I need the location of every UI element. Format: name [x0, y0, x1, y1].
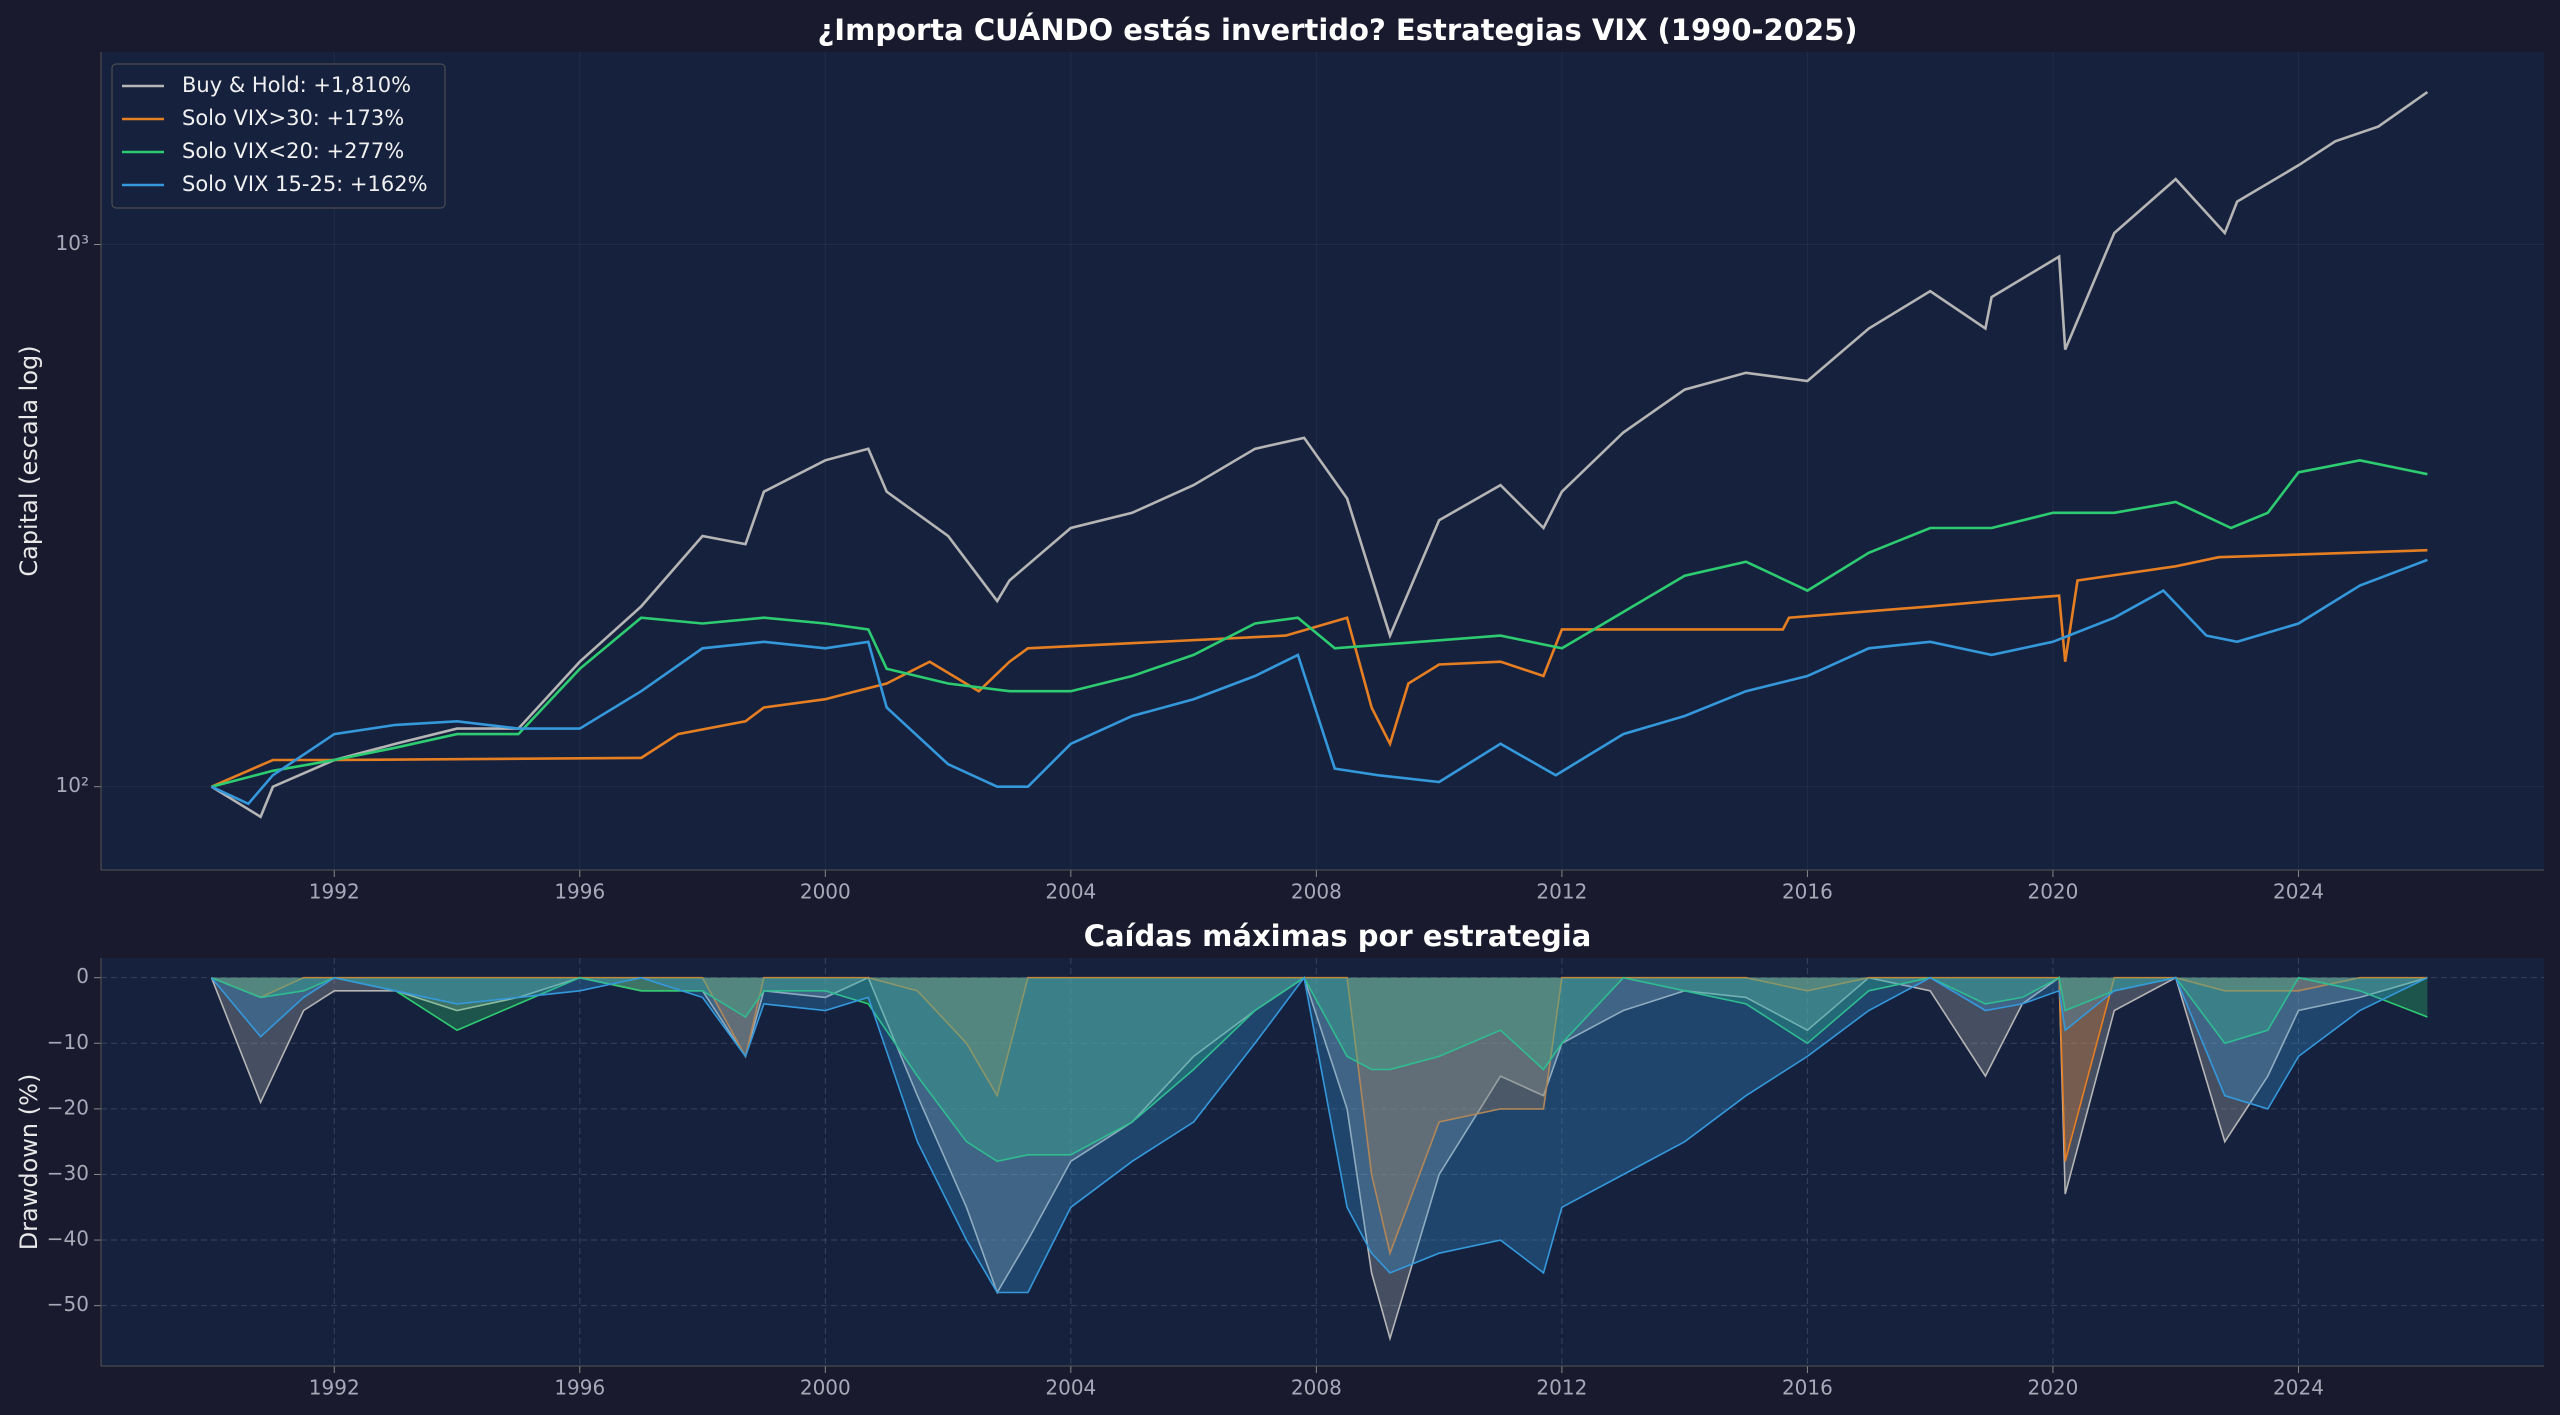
y-tick-label: −10 [47, 1030, 89, 1054]
plot-background [101, 52, 2544, 870]
drawdown-area [211, 977, 2428, 1293]
x-tick-label: 2016 [1782, 1376, 1833, 1400]
y-axis-label: Capital (escala log) [15, 345, 43, 576]
y-axis-label: Drawdown (%) [15, 1074, 43, 1251]
chart-title: ¿Importa CUÁNDO estás invertido? Estrate… [817, 13, 1857, 47]
x-tick-label: 2016 [1782, 880, 1833, 904]
x-tick-label: 2004 [1045, 1376, 1096, 1400]
series-line [210, 558, 2428, 806]
x-tick-label: 2008 [1291, 1376, 1342, 1400]
drawdown-line [210, 975, 2428, 1294]
drawdown-line [211, 976, 2428, 1256]
drawdown-area [211, 977, 2428, 1339]
x-tick-label: 1992 [309, 880, 360, 904]
x-tick-label: 2020 [2027, 1376, 2078, 1400]
x-tick-label: 2024 [2273, 880, 2324, 904]
legend-label: Solo VIX>30: +173% [182, 106, 404, 130]
y-tick-label: 0 [76, 964, 89, 988]
x-tick-label: 2012 [1536, 1376, 1587, 1400]
y-tick-label: −20 [47, 1095, 89, 1119]
x-tick-label: 2000 [800, 1376, 851, 1400]
drawdown-line [211, 976, 2428, 1163]
x-tick-label: 2024 [2273, 1376, 2324, 1400]
x-tick-label: 2004 [1045, 880, 1096, 904]
legend-label: Solo VIX 15-25: +162% [182, 172, 428, 196]
y-tick-label: −50 [47, 1292, 89, 1316]
chart-title: Caídas máximas por estrategia [1084, 919, 1592, 953]
legend-box [111, 63, 446, 209]
series-line [210, 548, 2428, 788]
x-tick-label: 2020 [2027, 880, 2078, 904]
x-tick-label: 1996 [554, 1376, 605, 1400]
y-tick-label: 10³ [56, 231, 89, 255]
y-tick-label: −40 [47, 1227, 89, 1251]
y-tick-label: 10² [56, 773, 89, 797]
x-tick-label: 2000 [800, 880, 851, 904]
series-line [210, 91, 2429, 819]
series-line [211, 458, 2428, 788]
legend-label: Solo VIX<20: +277% [182, 139, 404, 163]
y-tick-label: −30 [47, 1161, 89, 1185]
x-tick-label: 1992 [309, 1376, 360, 1400]
plot-background [101, 958, 2544, 1366]
x-tick-label: 1996 [554, 880, 605, 904]
x-tick-label: 2012 [1536, 880, 1587, 904]
x-tick-label: 2008 [1291, 880, 1342, 904]
legend-label: Buy & Hold: +1,810% [182, 73, 411, 97]
drawdown-area [211, 977, 2428, 1162]
